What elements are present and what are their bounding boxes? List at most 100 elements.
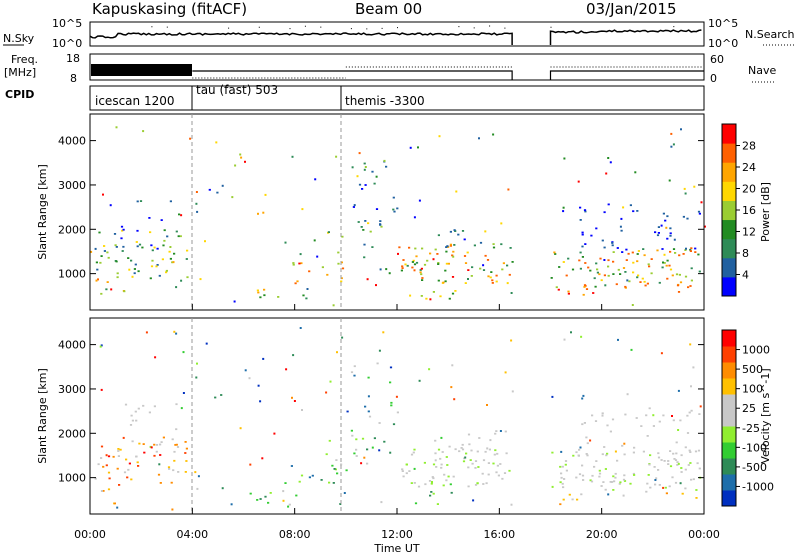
- scatter-cell: [170, 481, 173, 484]
- colorbar-tick-label: 20: [742, 183, 756, 196]
- scatter-cell: [643, 280, 646, 283]
- scatter-cell: [327, 231, 330, 233]
- scatter-cell: [650, 272, 653, 275]
- scatter-cell: [467, 269, 470, 271]
- scatter-cell: [490, 271, 493, 273]
- scatter-cell: [495, 430, 498, 432]
- scatter-cell: [493, 453, 496, 456]
- scatter-cell: [186, 276, 189, 279]
- scatter-cell: [601, 453, 604, 456]
- scatter-cell: [159, 482, 162, 484]
- scatter-cell: [220, 394, 223, 396]
- scatter-cell: [689, 285, 692, 287]
- scatter-cell: [487, 462, 490, 464]
- scatter-cell: [239, 153, 242, 156]
- scatter-cell: [169, 246, 172, 248]
- scatter-cell: [165, 269, 168, 272]
- freq-right-tick-top: 60: [710, 53, 724, 66]
- scatter-cell: [445, 246, 448, 248]
- scatter-cell: [643, 254, 646, 257]
- scatter-cell: [100, 490, 103, 492]
- scatter-cell: [598, 469, 601, 472]
- scatter-cell: [672, 419, 675, 422]
- scatter-cell: [115, 246, 118, 248]
- scatter-cell: [366, 462, 369, 465]
- scatter-cell: [118, 484, 121, 486]
- scatter-cell: [589, 479, 592, 482]
- scatter-cell: [654, 231, 657, 234]
- scatter-cell: [130, 478, 133, 481]
- scatter-cell: [120, 225, 124, 228]
- scatter-cell: [496, 452, 499, 455]
- scatter-cell: [666, 215, 669, 218]
- scatter-cell: [367, 410, 370, 413]
- scatter-cell: [699, 405, 702, 408]
- scatter-cell: [584, 243, 587, 245]
- scatter-cell: [417, 146, 419, 149]
- scatter-cell: [116, 506, 119, 509]
- scatter-cell: [495, 274, 498, 277]
- scatter-cell: [656, 249, 659, 252]
- scatter-cell: [382, 331, 385, 334]
- scatter-cell: [488, 448, 491, 451]
- scatter-cell: [583, 284, 587, 286]
- scatter-cell: [652, 414, 655, 417]
- x-tick-label: 00:00: [74, 528, 106, 541]
- scatter-cell: [592, 292, 595, 294]
- scatter-cell: [688, 449, 691, 452]
- scatter-cell: [239, 427, 242, 430]
- y-tick-label: 2000: [58, 427, 86, 440]
- scatter-cell: [603, 211, 606, 214]
- scatter-cell: [290, 465, 293, 467]
- scatter-cell: [484, 450, 487, 453]
- scatter-cell: [672, 248, 676, 250]
- scatter-cell: [631, 251, 634, 254]
- scatter-cell: [492, 462, 495, 465]
- scatter-cell: [413, 482, 416, 484]
- colorbar-segment: [722, 238, 736, 259]
- colorbar-frame: [721, 329, 737, 507]
- scatter-cell: [171, 438, 174, 441]
- scatter-cell: [614, 450, 617, 453]
- scatter-cell: [301, 208, 304, 211]
- scatter-cell: [623, 453, 626, 456]
- scatter-cell: [604, 468, 607, 470]
- cpid-label: CPID: [5, 88, 34, 101]
- scatter-cell: [479, 241, 483, 244]
- scatter-cell: [426, 259, 429, 262]
- scatter-cell: [158, 274, 161, 277]
- colorbar-tick-label: 16: [742, 204, 756, 217]
- scatter-cell: [402, 259, 405, 261]
- scatter-cell: [434, 459, 437, 462]
- scatter-cell: [625, 248, 628, 251]
- scatter-cell: [673, 238, 676, 241]
- scatter-cell: [155, 265, 158, 268]
- scatter-cell: [609, 481, 612, 483]
- scatter-cell: [332, 482, 335, 484]
- scatter-cell: [143, 451, 146, 454]
- scatter-cell: [294, 282, 297, 285]
- scatter-cell: [130, 414, 133, 417]
- scatter-cell: [139, 200, 143, 202]
- scatter-cell: [234, 164, 237, 167]
- scatter-cell: [428, 368, 431, 371]
- scatter-cell: [451, 292, 455, 295]
- scatter-cell: [680, 467, 683, 469]
- scatter-cell: [672, 143, 675, 146]
- scatter-cell: [603, 246, 606, 249]
- scatter-cell: [443, 473, 446, 476]
- scatter-cell: [363, 168, 366, 171]
- scatter-cell: [458, 450, 461, 453]
- noise-sky-line: [89, 29, 702, 46]
- scatter-cell: [451, 276, 455, 278]
- scatter-cell: [658, 281, 661, 284]
- freq-label-line2: [MHz]: [4, 66, 36, 79]
- scatter-cell: [438, 135, 441, 138]
- scatter-cell: [620, 217, 623, 220]
- scatter-cell: [383, 440, 386, 443]
- scatter-cell: [675, 273, 679, 276]
- scatter-cell: [205, 342, 208, 345]
- scatter-cell: [689, 248, 692, 251]
- scatter-cell: [579, 446, 582, 449]
- scatter-cell: [292, 354, 295, 357]
